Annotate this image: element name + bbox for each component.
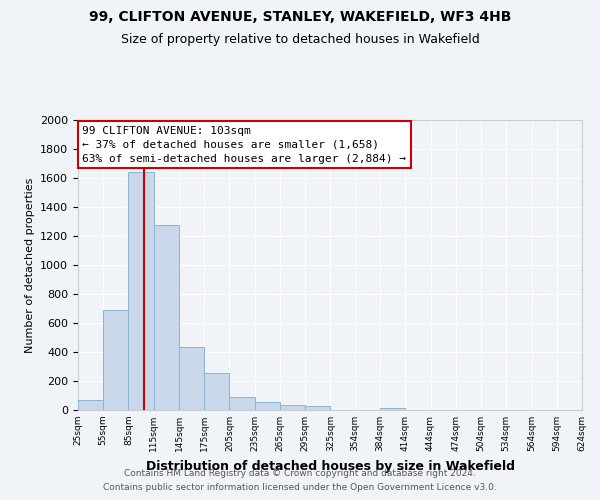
Bar — [204, 374, 229, 410]
Text: 99, CLIFTON AVENUE, STANLEY, WAKEFIELD, WF3 4HB: 99, CLIFTON AVENUE, STANLEY, WAKEFIELD, … — [89, 10, 511, 24]
Bar — [280, 405, 305, 410]
Bar — [305, 406, 331, 410]
Bar — [254, 402, 280, 410]
Bar — [229, 397, 254, 410]
Text: Contains HM Land Registry data © Crown copyright and database right 2024.: Contains HM Land Registry data © Crown c… — [124, 468, 476, 477]
Text: 99 CLIFTON AVENUE: 103sqm
← 37% of detached houses are smaller (1,658)
63% of se: 99 CLIFTON AVENUE: 103sqm ← 37% of detac… — [82, 126, 406, 164]
Bar — [179, 346, 204, 410]
Text: Size of property relative to detached houses in Wakefield: Size of property relative to detached ho… — [121, 32, 479, 46]
X-axis label: Distribution of detached houses by size in Wakefield: Distribution of detached houses by size … — [146, 460, 515, 472]
Text: Contains public sector information licensed under the Open Government Licence v3: Contains public sector information licen… — [103, 484, 497, 492]
Bar — [154, 224, 179, 410]
Bar — [103, 310, 128, 410]
Bar — [128, 172, 154, 410]
Bar — [380, 408, 406, 410]
Bar — [78, 400, 103, 410]
Y-axis label: Number of detached properties: Number of detached properties — [25, 178, 35, 352]
